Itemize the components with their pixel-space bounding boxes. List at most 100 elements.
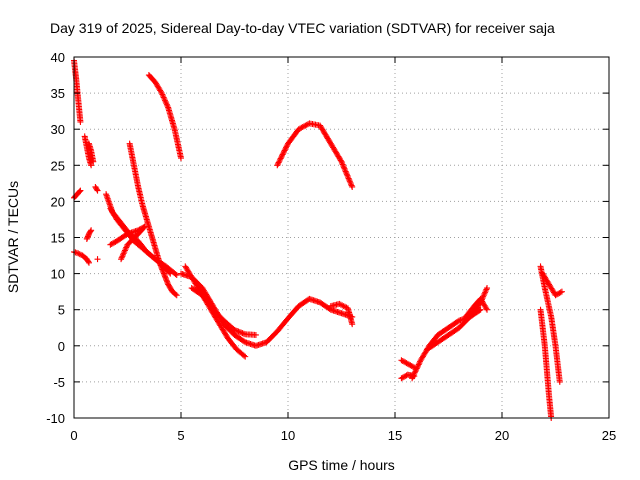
data-point <box>336 300 343 307</box>
data-point <box>399 357 406 364</box>
data-point <box>173 272 180 279</box>
series-arc8 <box>94 256 101 263</box>
data-point <box>76 251 83 258</box>
axis-ticks <box>73 56 610 419</box>
data-point <box>178 155 184 162</box>
data-point <box>347 179 354 186</box>
data-point <box>413 365 420 372</box>
data-point <box>252 331 259 338</box>
series-arc27 <box>539 270 565 299</box>
data-point <box>343 169 350 176</box>
data-point <box>410 372 417 379</box>
data-point <box>163 100 170 107</box>
data-point <box>279 151 286 158</box>
series-arc14 <box>145 72 184 162</box>
data-point <box>282 144 289 151</box>
series-arc17 <box>188 285 259 338</box>
series-arc19 <box>327 300 356 328</box>
data-point <box>85 259 92 266</box>
data-point <box>87 228 94 235</box>
data-point <box>157 88 164 95</box>
data-point <box>159 91 166 98</box>
data-point <box>240 352 247 359</box>
data-point <box>123 244 130 251</box>
data-point <box>121 248 128 255</box>
data-point <box>406 361 413 368</box>
y-tick-label: 15 <box>51 231 65 246</box>
data-point <box>340 303 347 310</box>
data-point <box>346 176 353 183</box>
data-point <box>121 247 128 254</box>
data-point <box>278 152 285 159</box>
data-point <box>94 256 101 263</box>
data-point <box>109 240 116 247</box>
y-tick-label: 10 <box>51 267 65 282</box>
data-point <box>337 157 344 164</box>
data-point <box>342 167 349 174</box>
axis-tick-labels: 0 5 10 15 20 25 -10 -5 0 5 10 15 20 25 30 35 40 <box>46 50 616 443</box>
data-point <box>476 307 483 314</box>
series-arc25 <box>537 306 555 421</box>
data-point <box>412 368 419 375</box>
data-point <box>416 360 423 367</box>
data-point <box>302 122 309 129</box>
data-point <box>403 360 410 367</box>
data-point <box>481 290 488 297</box>
data-point <box>408 363 415 370</box>
data-point <box>552 292 559 299</box>
data-point <box>283 143 290 150</box>
data-point <box>342 168 349 175</box>
data-point <box>90 158 97 165</box>
x-tick-label: 0 <box>70 428 77 443</box>
data-point <box>339 160 346 167</box>
data-point <box>398 357 405 364</box>
data-point <box>120 250 127 257</box>
data-point <box>277 155 284 162</box>
data-point <box>483 286 490 293</box>
data-point <box>119 253 126 260</box>
y-tick-label: -5 <box>53 375 65 390</box>
data-point <box>280 148 287 155</box>
data-point <box>75 250 82 257</box>
x-axis-label: GPS time / hours <box>288 457 395 473</box>
data-point <box>340 164 347 171</box>
data-point <box>556 378 563 385</box>
data-point <box>166 269 173 276</box>
data-point <box>85 258 92 265</box>
data-point <box>282 146 289 153</box>
data-point <box>162 98 169 105</box>
data-point <box>339 161 346 168</box>
data-point <box>400 358 407 365</box>
data-point <box>345 175 352 182</box>
data-point <box>298 124 305 131</box>
data-point <box>111 239 118 246</box>
series-arc7 <box>92 183 101 194</box>
data-point <box>553 291 560 298</box>
data-point <box>172 271 179 278</box>
data-point <box>276 156 283 163</box>
series-arc22 <box>409 306 484 382</box>
x-tick-label: 25 <box>602 428 616 443</box>
series-arc26 <box>537 263 563 385</box>
data-point <box>343 171 350 178</box>
data-point <box>484 285 491 292</box>
data-point <box>77 118 84 125</box>
data-point <box>477 306 484 313</box>
data-point <box>88 227 95 234</box>
data-point <box>167 270 174 277</box>
data-point <box>173 292 180 299</box>
series-arc6 <box>83 227 95 242</box>
data-point <box>161 97 168 104</box>
x-tick-label: 15 <box>388 428 402 443</box>
data-point <box>275 159 282 166</box>
data-point <box>417 358 424 365</box>
data-point <box>411 369 418 376</box>
data-point <box>120 251 127 258</box>
data-point <box>297 125 304 132</box>
y-tick-label: 20 <box>51 194 65 209</box>
data-point <box>346 178 353 185</box>
data-point <box>341 165 348 172</box>
data-point <box>339 302 346 309</box>
series-arc1 <box>71 57 84 125</box>
